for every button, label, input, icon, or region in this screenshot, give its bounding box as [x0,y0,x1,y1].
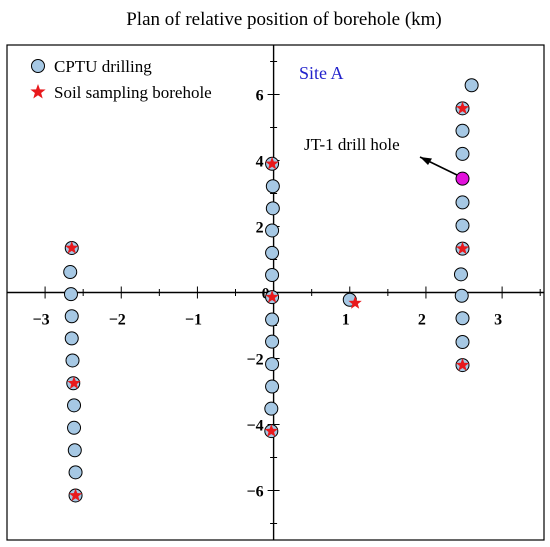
soil-sampling-point [348,296,362,309]
cptu-drilling-point [265,379,280,394]
site-a-label: Site A [299,63,344,83]
x-tick-label: −2 [109,312,126,329]
cptu-drilling-point [455,218,470,233]
legend-soil-sampling-marker [30,84,46,99]
cptu-drilling-point [455,123,470,138]
cptu-drilling-point [67,443,82,458]
y-tick-label: −6 [246,484,263,501]
y-tick-label: 2 [256,220,264,237]
cptu-drilling-point [265,268,280,283]
cptu-drilling-point [68,465,83,480]
cptu-drilling-point [464,78,479,93]
cptu-drilling-point [265,245,280,260]
y-tick-label: 6 [256,88,264,105]
cptu-drilling-point [265,312,280,327]
x-tick-label: 2 [418,312,426,329]
cptu-drilling-point [67,420,82,435]
soil-sampling-point [265,290,279,303]
cptu-drilling-point [64,309,79,324]
soil-sampling-point [455,358,470,371]
cptu-drilling-point [65,353,80,368]
cptu-drilling-point [265,223,280,238]
soil-sampling-point [264,424,278,437]
legend-cptu-label: CPTU drilling [54,57,152,76]
cptu-drilling-point [63,265,78,280]
soil-sampling-point [265,156,279,170]
cptu-drilling-point [67,398,82,413]
soil-sampling-point [455,101,470,115]
x-tick-label: 1 [342,312,350,329]
cptu-drilling-point [265,357,280,372]
cptu-drilling-point [455,311,470,326]
origin-label: 0 [262,286,270,303]
cptu-drilling-point [453,267,468,282]
cptu-drilling-point [63,287,78,302]
cptu-drilling-point [64,331,79,346]
soil-sampling-point [67,376,81,389]
cptu-drilling-point [454,288,469,303]
soil-sampling-point [65,240,79,254]
y-tick-label: 4 [256,154,264,171]
cptu-drilling-point [455,146,470,161]
jt1-drill-hole-point [455,171,470,186]
legend: CPTU drilling Soil sampling borehole [30,57,212,102]
cptu-drilling-point [264,401,279,416]
cptu-drilling-point [265,334,280,349]
legend-soil-sampling-label: Soil sampling borehole [54,83,212,102]
y-tick-label: −4 [246,418,263,435]
legend-cptu-marker [31,59,45,73]
y-tick-label: −2 [246,352,263,369]
x-tick-label: −1 [185,312,202,329]
cptu-drilling-point [455,195,470,210]
x-tick-label: 3 [494,312,502,329]
jt1-arrow-head [420,157,432,165]
data-points [63,78,479,503]
chart-title: Plan of relative position of borehole (k… [126,9,442,30]
soil-sampling-point [68,488,83,502]
x-tick-label: −3 [33,312,50,329]
soil-sampling-point [455,241,470,255]
cptu-drilling-point [455,335,470,349]
cptu-drilling-point [265,179,280,194]
jt1-drill-hole-label: JT-1 drill hole [304,135,400,154]
cptu-drilling-point [265,201,280,216]
